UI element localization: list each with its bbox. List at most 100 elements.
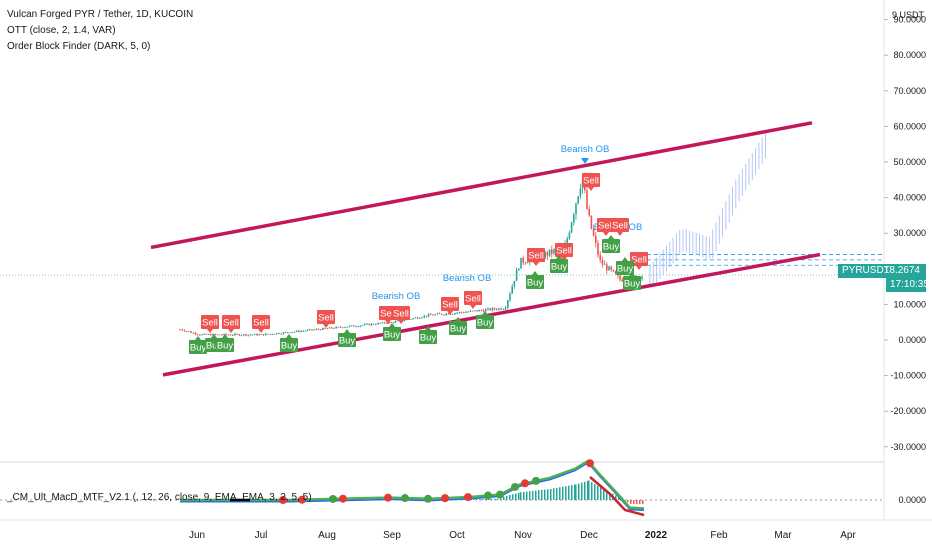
candle-body <box>183 330 186 332</box>
symbol-title[interactable]: Vulcan Forged PYR / Tether, 1D, KUCOIN <box>7 9 194 20</box>
candle-body <box>368 323 370 326</box>
candle-body <box>579 188 582 197</box>
macd-histogram-bar <box>633 500 635 504</box>
candle-body <box>377 323 379 325</box>
macd-histogram-bar <box>559 487 561 500</box>
macd-cross-dot <box>532 476 540 485</box>
sell-signal-tag[interactable]: Sell <box>252 315 270 333</box>
sell-signal-tag-text: Sell <box>528 251 544 262</box>
sell-signal-tag-pointer <box>636 266 642 270</box>
candle-body <box>221 334 223 336</box>
sell-signal-tag-box <box>252 315 270 329</box>
y-axis-label: 50.0000 <box>893 157 926 167</box>
candle-body <box>324 328 326 329</box>
sell-signal-tag[interactable]: Sell <box>317 310 335 328</box>
candle-body <box>392 322 395 323</box>
macd-cross-dot <box>484 491 492 500</box>
candle-body <box>526 262 529 264</box>
sell-signal-tag[interactable]: Sell <box>441 297 459 315</box>
buy-signal-tag-text: Buy <box>420 333 437 344</box>
buy-signal-tag[interactable]: Buy <box>280 334 298 352</box>
sell-signal-tag-text: Sell <box>465 294 481 305</box>
candle-body <box>333 328 335 330</box>
buy-signal-tag[interactable]: Buy <box>550 255 568 273</box>
candle-body <box>421 317 423 319</box>
buy-signal-tag-text: Buy <box>206 341 223 352</box>
candle-body <box>287 332 289 333</box>
candle-body <box>509 293 511 301</box>
candle-body <box>289 332 291 334</box>
macd-histogram-bar <box>600 487 602 500</box>
buy-signal-tag[interactable]: Buy <box>189 336 207 354</box>
sell-signal-tag-text: Sell <box>598 221 614 232</box>
buy-signal-tag-box <box>616 261 634 275</box>
currency-badge[interactable]: 9 USDT <box>891 10 924 20</box>
candle-body <box>480 309 483 311</box>
candle-body <box>245 334 247 336</box>
macd-falling-line <box>589 476 645 517</box>
channel-upper-line <box>150 121 813 250</box>
candle-body <box>379 323 381 324</box>
buy-signal-tag[interactable]: Buy <box>216 334 234 352</box>
candle-body <box>366 323 368 325</box>
buy-signal-tag[interactable]: Buy <box>526 271 544 289</box>
buy-signal-tag[interactable]: Buy <box>623 272 641 290</box>
candle-body <box>179 329 181 331</box>
candle-body <box>460 312 463 313</box>
candle-body <box>210 334 212 336</box>
buy-signal-tag-pointer <box>286 334 292 338</box>
buy-signal-tag-text: Buy <box>281 341 298 352</box>
sell-signal-tag-box <box>597 218 615 232</box>
candle-body <box>190 331 192 333</box>
x-axis-label: 2022 <box>645 530 668 541</box>
indicator-ob-label[interactable]: Order Block Finder (DARK, 5, 0) <box>7 41 151 52</box>
sell-signal-tag[interactable]: Sell <box>392 306 410 324</box>
buy-signal-tag-pointer <box>455 317 461 321</box>
sell-signal-tag-box <box>555 243 573 257</box>
candle-body <box>590 215 593 229</box>
sell-signal-tag[interactable]: Sell <box>201 315 219 333</box>
candle-body <box>201 334 203 336</box>
sell-signal-tag[interactable]: Sell <box>222 315 240 333</box>
macd-histogram-bar <box>497 498 499 500</box>
buy-signal-tag[interactable]: Buy <box>338 329 356 347</box>
indicator-ott-label[interactable]: OTT (close, 2, 1.4, VAR) <box>7 25 116 36</box>
buy-signal-tag-box <box>476 315 494 329</box>
buy-signal-tag[interactable]: Buy <box>602 235 620 253</box>
sell-signal-tag-text: Sell <box>631 255 647 266</box>
y-axis-label: 80.0000 <box>893 50 926 60</box>
sell-signal-tag[interactable]: Sell <box>611 218 629 236</box>
buy-signal-tag-text: Buy <box>190 343 207 354</box>
macd-histogram-bar <box>547 489 549 500</box>
sell-signal-tag-box <box>317 310 335 324</box>
candle-body <box>185 331 188 333</box>
macd-histogram-bar <box>591 482 593 500</box>
macd-histogram-bar <box>476 499 478 500</box>
buy-signal-tag[interactable]: Buy <box>616 257 634 275</box>
y-axis-label: 60.0000 <box>893 121 926 131</box>
macd-cross-dot <box>339 494 347 503</box>
buy-signal-tag-pointer <box>532 271 538 275</box>
sell-signal-tag-pointer <box>603 232 609 236</box>
candle-body <box>304 330 307 332</box>
y-axis-label: -20.0000 <box>890 406 926 416</box>
candle-body <box>500 308 502 310</box>
sell-signal-tag-text: Sell <box>380 309 396 320</box>
macd-histogram-bar <box>553 488 555 500</box>
candle-body <box>419 318 421 319</box>
candle-body <box>434 314 436 316</box>
buy-signal-tag[interactable]: Buy <box>419 326 437 344</box>
buy-signal-tag-pointer <box>211 334 217 338</box>
sell-signal-tag[interactable]: Sell <box>597 218 615 236</box>
buy-signal-tag[interactable]: Buy <box>383 323 401 341</box>
x-axis-label: Apr <box>840 530 856 541</box>
buy-signal-tag[interactable]: Buy <box>476 311 494 329</box>
buy-signal-tag[interactable]: Buy <box>449 317 467 335</box>
sell-signal-tag[interactable]: Sell <box>464 291 482 309</box>
sell-signal-tag[interactable]: Sell <box>527 248 545 266</box>
sell-signal-tag[interactable]: Sell <box>582 173 600 191</box>
candle-body <box>449 314 452 315</box>
indicator-macd-label[interactable]: _CM_Ult_MacD_MTF_V2.1 (, 12, 26, close, … <box>7 492 312 503</box>
sell-signal-tag[interactable]: Sell <box>630 252 648 270</box>
